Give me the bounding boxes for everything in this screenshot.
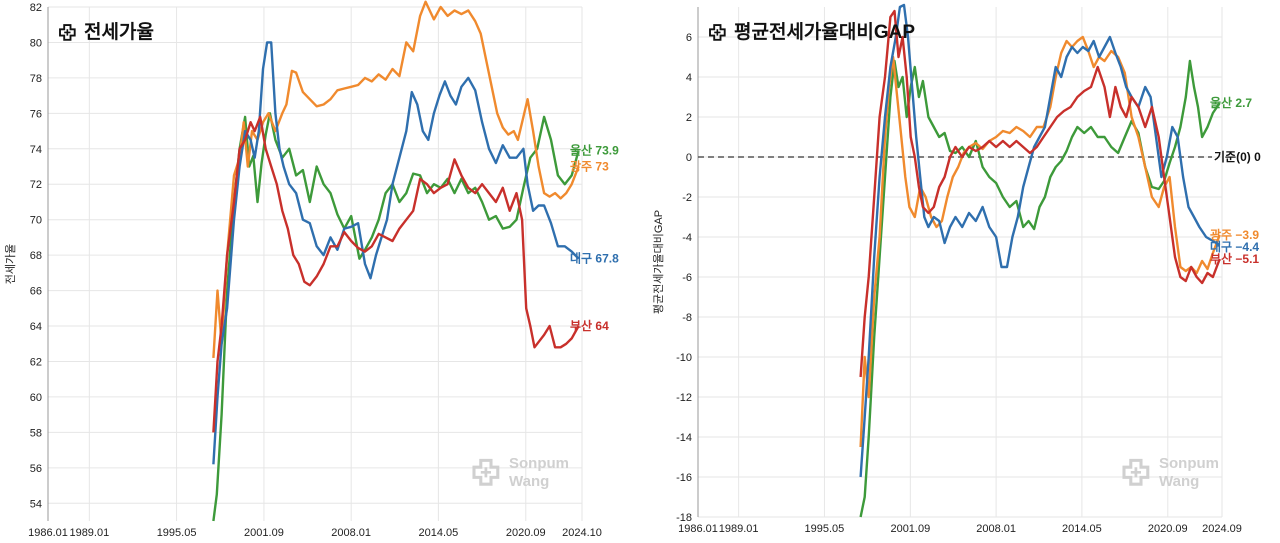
y-tick-label: -12: [676, 392, 692, 404]
chart-title: 평균전세가율대비GAP: [734, 21, 915, 43]
y-tick-label: -10: [676, 352, 692, 364]
gridlines: [697, 7, 1223, 518]
series-line-대구: [859, 3, 1221, 478]
y-tick-label: 62: [30, 356, 42, 368]
y-tick-label: 54: [30, 498, 42, 510]
y-tick-label: 6: [686, 32, 692, 44]
y-tick-label: -4: [682, 232, 692, 244]
y-tick-label: 78: [30, 73, 42, 85]
y-tick-label: 60: [30, 392, 42, 404]
y-tick-label: -18: [676, 512, 692, 524]
x-tick-label: 1989.01: [69, 527, 109, 539]
y-tick-label: 4: [686, 72, 692, 84]
y-tick-label: -14: [676, 432, 692, 444]
watermark-text: Wang: [1159, 473, 1199, 490]
x-tick-label: 1995.05: [805, 523, 845, 535]
title-logo-icon: [709, 24, 726, 41]
x-tick-label: 2024.09: [1202, 523, 1242, 535]
y-tick-label: 70: [30, 215, 42, 227]
end-label-울산: 울산 2.7: [1210, 95, 1252, 110]
chart-title: 전세가율: [84, 21, 154, 43]
y-tick-label: 74: [30, 144, 42, 156]
watermark-text: Sonpum: [1159, 455, 1219, 472]
x-tick-label: 2014.05: [1062, 523, 1102, 535]
end-label-대구: 대구 67.8: [570, 252, 619, 266]
y-tick-label: 66: [30, 286, 42, 298]
series-line-울산: [212, 112, 580, 522]
x-tick-label: 2024.10: [562, 527, 602, 539]
watermark-text: Wang: [509, 473, 549, 490]
y-tick-label: 2: [686, 112, 692, 124]
watermark-text: Sonpum: [509, 455, 569, 472]
y-tick-label: 80: [30, 37, 42, 49]
x-tick-label: 2020.09: [1148, 523, 1188, 535]
chart-jeonse-rate: 54 56 58 60 62 64 66 68 70 72 74 76 78 80 82 1986.01 198…: [4, 0, 619, 539]
end-label-광주: 광주 −3.9: [1210, 227, 1259, 242]
x-tick-label: 2001.09: [890, 523, 930, 535]
series-line-대구: [212, 41, 580, 465]
watermark-logo-icon: [472, 458, 500, 486]
y-axis-title: 전세가율: [4, 244, 17, 284]
end-label-광주: 광주 73: [570, 159, 609, 174]
y-tick-label: -16: [676, 472, 692, 484]
series-line-광주: [212, 0, 580, 358]
series-line-울산: [859, 59, 1221, 518]
x-tick-label: 1986.01: [28, 527, 68, 539]
series-line-부산: [212, 115, 580, 433]
end-label-부산: 부산 −5.1: [1210, 251, 1259, 266]
x-tick-label: 2001.09: [244, 527, 284, 539]
series-line-부산: [859, 9, 1221, 378]
y-tick-label: 82: [30, 2, 42, 14]
y-tick-label: 72: [30, 179, 42, 191]
end-label-부산: 부산 64: [570, 318, 609, 333]
gridlines: [47, 6, 583, 521]
y-tick-label: 0: [686, 152, 692, 164]
x-tick-label: 2020.09: [506, 527, 546, 539]
y-tick-label: 58: [30, 427, 42, 439]
x-tick-label: 1986.01: [678, 523, 718, 535]
x-tick-label: 1989.01: [719, 523, 759, 535]
x-tick-label: 2014.05: [419, 527, 459, 539]
watermark-logo-icon: [1122, 458, 1150, 486]
y-axis-title: 평균전세가율대비GAP: [652, 210, 665, 314]
end-label-울산: 울산 73.9: [570, 143, 619, 158]
series-line-광주: [859, 35, 1221, 448]
y-tick-label: 68: [30, 250, 42, 262]
title-logo-icon: [59, 24, 76, 41]
y-tick-label: 76: [30, 108, 42, 120]
x-tick-label: 2008.01: [976, 523, 1016, 535]
y-tick-label: -2: [682, 192, 692, 204]
end-label-대구: 대구 −4.4: [1210, 240, 1259, 254]
y-tick-label: 56: [30, 463, 42, 475]
y-tick-label: -6: [682, 272, 692, 284]
y-tick-label: 64: [30, 321, 42, 333]
y-tick-label: -8: [682, 312, 692, 324]
baseline-label: 기준(0) 0: [1214, 149, 1261, 164]
chart-gap: -18 -16 -14 -12 -10 -8 -6 -4 -2 0 2 4 6 1986.01 1989.0…: [652, 3, 1261, 535]
x-tick-label: 1995.05: [157, 527, 197, 539]
x-tick-label: 2008.01: [331, 527, 371, 539]
